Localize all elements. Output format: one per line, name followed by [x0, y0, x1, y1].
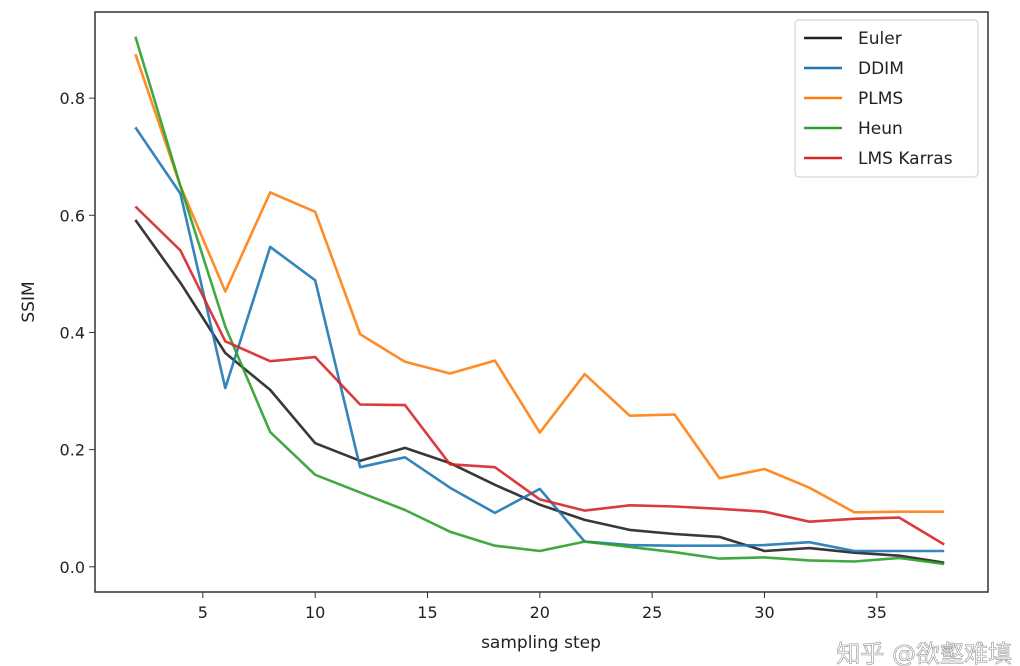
legend-label: Heun	[858, 119, 903, 139]
y-tick-label: 0.6	[60, 206, 85, 225]
plot-frame	[94, 11, 989, 593]
series-line-ddim	[134, 126, 945, 553]
y-axis-ticks: 0.0 0.2 0.4 0.6 0.8	[60, 89, 95, 577]
y-tick-label: 0.4	[60, 323, 85, 342]
y-tick-label: 0.2	[60, 441, 85, 460]
series-line-lms-karras	[134, 205, 945, 546]
series-line-euler	[134, 219, 945, 564]
x-tick-label: 25	[642, 603, 662, 622]
y-axis-label: SSIM	[19, 281, 39, 322]
x-tick-label: 35	[867, 603, 887, 622]
legend-box	[794, 19, 979, 178]
x-axis-label: sampling step	[481, 633, 601, 653]
legend-label: DDIM	[858, 59, 904, 79]
y-tick-label: 0.0	[60, 558, 85, 577]
x-tick-label: 10	[305, 603, 325, 622]
watermark: 知乎 @欲壑难填	[836, 640, 1012, 666]
y-tick-label: 0.8	[60, 89, 85, 108]
series-line-plms	[134, 53, 945, 514]
x-tick-label: 30	[754, 603, 774, 622]
x-axis-ticks: 5 10 15 20 25 30 35	[198, 592, 887, 622]
x-tick-label: 5	[198, 603, 208, 622]
legend-label: PLMS	[858, 89, 903, 109]
legend-label: LMS Karras	[858, 149, 953, 169]
x-tick-label: 15	[417, 603, 437, 622]
legend: Euler DDIM PLMS Heun LMS Karras	[794, 19, 979, 178]
legend-label: Euler	[858, 29, 902, 49]
x-tick-label: 20	[530, 603, 550, 622]
series-lines	[134, 36, 945, 566]
series-line-heun	[134, 36, 945, 566]
